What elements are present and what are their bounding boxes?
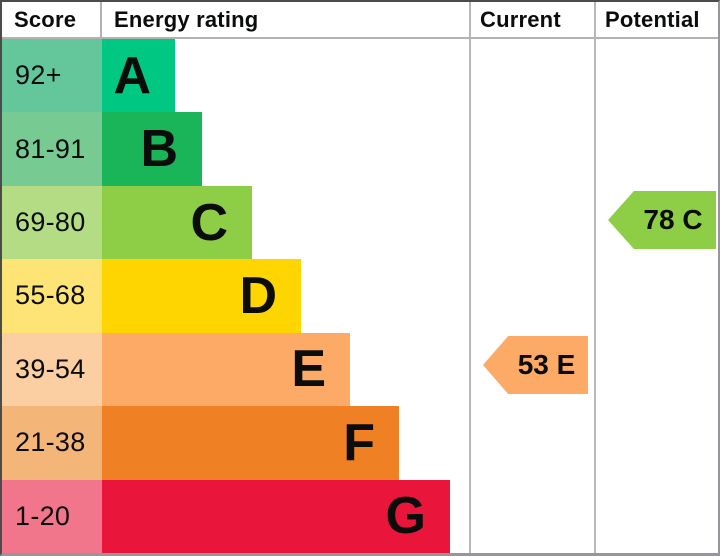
rating-band-f: F	[102, 406, 399, 480]
current-column-divider	[469, 2, 471, 553]
score-range-d: 55-68	[2, 259, 102, 333]
band-row-a: 92+ A	[2, 39, 718, 113]
rating-band-a: A	[102, 39, 175, 113]
energy-rating-column-header: Energy rating	[114, 6, 259, 32]
band-row-e: 39-54 E	[2, 332, 718, 407]
band-row-c: 69-80 C	[2, 185, 718, 260]
score-range-a: 92+	[2, 39, 102, 113]
potential-rating-arrow: 78 C	[608, 191, 716, 249]
band-row-g: 1-20 G	[2, 479, 718, 553]
band-row-d: 55-68 D	[2, 259, 718, 333]
current-rating-arrow: 53 E	[483, 336, 588, 394]
rating-band-g: G	[102, 479, 450, 553]
score-range-g: 1-20	[2, 479, 102, 553]
rating-band-c: C	[102, 185, 252, 260]
rating-bands: 92+ A 81-91 B 69-80 C 55-68 D 39-54 E 21…	[2, 39, 718, 553]
potential-column-divider	[594, 2, 596, 553]
potential-column-header: Potential	[605, 6, 700, 32]
rating-band-e: E	[102, 332, 350, 407]
score-range-c: 69-80	[2, 185, 102, 260]
rating-band-d: D	[102, 259, 301, 333]
band-row-b: 81-91 B	[2, 112, 718, 186]
current-column-header: Current	[480, 6, 561, 32]
rating-band-b: B	[102, 112, 202, 186]
score-range-b: 81-91	[2, 112, 102, 186]
score-range-f: 21-38	[2, 406, 102, 480]
chart-header-row: Score Energy rating Current Potential	[2, 2, 718, 39]
score-range-e: 39-54	[2, 332, 102, 407]
band-row-f: 21-38 F	[2, 406, 718, 480]
score-column-header: Score	[2, 2, 102, 37]
